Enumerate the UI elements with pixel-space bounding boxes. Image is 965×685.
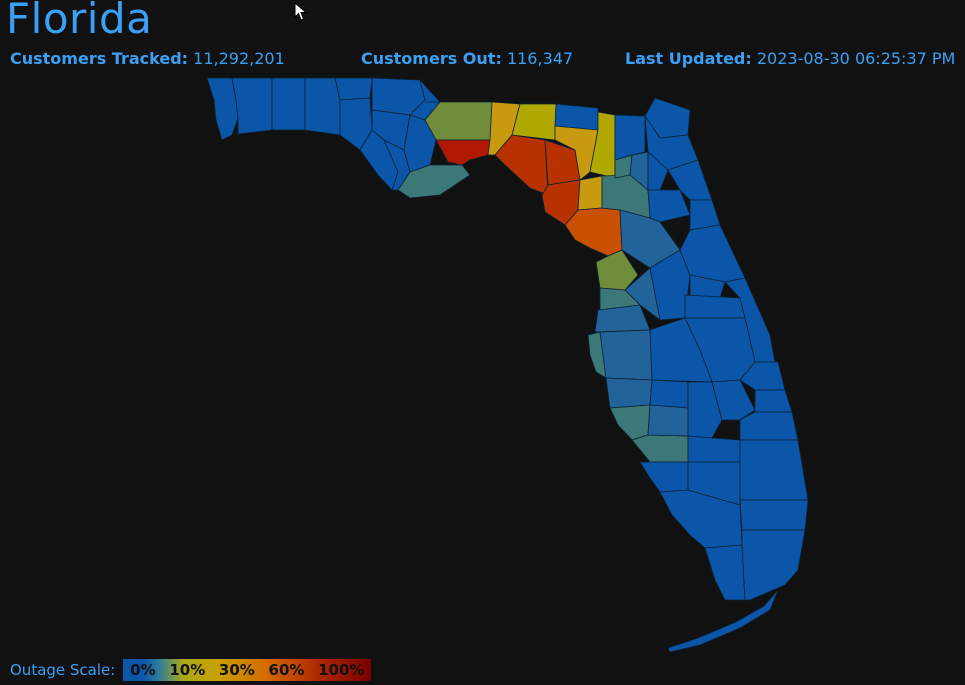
county-baker[interactable] bbox=[614, 114, 646, 161]
county-levy[interactable] bbox=[564, 207, 623, 257]
county-palm-beach[interactable] bbox=[739, 439, 809, 501]
county-hardee[interactable] bbox=[649, 379, 689, 409]
county-charlotte[interactable] bbox=[631, 434, 689, 463]
county-putnam[interactable] bbox=[647, 189, 691, 223]
county-sarasota[interactable] bbox=[609, 404, 651, 441]
customers-out-label: Customers Out: bbox=[361, 49, 502, 68]
county-madison[interactable] bbox=[511, 103, 557, 141]
county-broward[interactable] bbox=[739, 499, 809, 531]
scale-stop-30: 30% bbox=[218, 661, 255, 679]
page-title: Florida bbox=[6, 0, 153, 43]
county-leon[interactable] bbox=[424, 101, 493, 141]
county-manatee[interactable] bbox=[605, 377, 653, 409]
customers-out-value: 116,347 bbox=[506, 49, 574, 68]
outage-scale-bar: 0% 10% 30% 60% 100% bbox=[123, 659, 372, 681]
county-martin[interactable] bbox=[739, 411, 799, 441]
florida-keys bbox=[667, 589, 779, 653]
county-hamilton[interactable] bbox=[554, 103, 599, 131]
county-columbia[interactable] bbox=[589, 111, 616, 179]
county-santa-rosa[interactable] bbox=[231, 77, 273, 135]
county-lee[interactable] bbox=[639, 461, 689, 493]
county-franklin[interactable] bbox=[397, 164, 471, 199]
county-okeechobee[interactable] bbox=[711, 379, 756, 421]
county-walton[interactable] bbox=[304, 77, 341, 136]
county-wakulla[interactable] bbox=[435, 139, 491, 166]
county-hillsborough[interactable] bbox=[599, 329, 653, 381]
mouse-pointer-icon bbox=[294, 2, 308, 21]
customers-tracked-label: Customers Tracked: bbox=[10, 49, 189, 68]
last-updated-stat: Last Updated: 2023-08-30 06:25:37 PM bbox=[625, 49, 955, 68]
customers-tracked-stat: Customers Tracked: 11,292,201 bbox=[10, 49, 285, 68]
scale-stop-10: 10% bbox=[169, 661, 206, 679]
county-volusia[interactable] bbox=[679, 224, 746, 283]
scale-stop-100: 100% bbox=[318, 661, 365, 679]
county-highlands[interactable] bbox=[687, 381, 723, 439]
county-gilchrist[interactable] bbox=[577, 175, 603, 211]
county-miami-dade[interactable] bbox=[741, 529, 806, 601]
scale-stop-60: 60% bbox=[268, 661, 305, 679]
county-okaloosa[interactable] bbox=[271, 77, 306, 131]
customers-out-stat: Customers Out: 116,347 bbox=[361, 49, 573, 68]
last-updated-value: 2023-08-30 06:25:37 PM bbox=[756, 49, 956, 68]
county-polk[interactable] bbox=[649, 317, 713, 383]
county-indian-river[interactable] bbox=[739, 361, 786, 391]
last-updated-label: Last Updated: bbox=[625, 49, 752, 68]
county-glades[interactable] bbox=[687, 435, 741, 463]
scale-stop-0: 0% bbox=[130, 661, 156, 679]
county-orange[interactable] bbox=[684, 294, 746, 319]
county-desoto[interactable] bbox=[647, 404, 689, 437]
county-monroe[interactable] bbox=[704, 544, 746, 601]
county-holmes[interactable] bbox=[334, 77, 373, 101]
county-pasco[interactable] bbox=[594, 304, 651, 333]
customers-tracked-value: 11,292,201 bbox=[193, 49, 285, 68]
outage-scale-legend: Outage Scale: 0% 10% 30% 60% 100% bbox=[10, 659, 372, 681]
county-st-lucie[interactable] bbox=[754, 389, 793, 413]
outage-scale-label: Outage Scale: bbox=[10, 661, 116, 679]
